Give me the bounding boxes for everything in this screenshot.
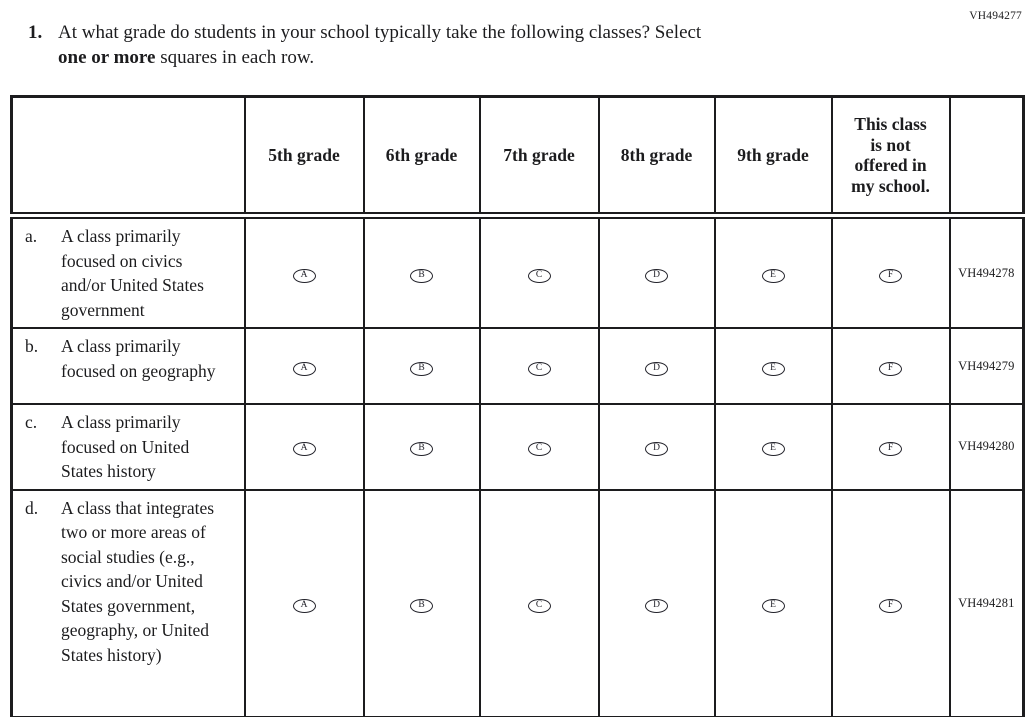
row-code-b: VH494279 <box>948 327 1025 405</box>
bubble-c-5th-grade[interactable]: A <box>292 442 316 457</box>
col-header-7th-grade: 7th grade <box>478 95 600 219</box>
cell-c-9th: E <box>713 403 833 491</box>
bubble-b-not-offered[interactable]: F <box>879 361 902 376</box>
bubble-a-5th-grade[interactable]: A <box>292 268 316 283</box>
cell-b-9th: E <box>713 327 833 405</box>
row-marker-c: c. <box>25 412 38 432</box>
question-text-line2: one or more squares in each row. <box>58 45 918 70</box>
cell-a-5th: A <box>243 214 365 329</box>
cell-b-8th: D <box>597 327 716 405</box>
cell-c-6th: B <box>362 403 481 491</box>
page-accession-code: VH494277 <box>969 10 1022 22</box>
col-header-8th-grade: 8th grade <box>597 95 716 219</box>
bubble-b-7th-grade[interactable]: C <box>527 361 551 376</box>
cell-a-9th: E <box>713 214 833 329</box>
table-row-a: a. A class primarily focused on civics a… <box>10 214 1025 329</box>
bubble-a-7th-grade[interactable]: C <box>527 268 551 283</box>
bubble-a-8th-grade[interactable]: D <box>645 268 668 283</box>
cell-d-not-offered: F <box>830 488 951 717</box>
bubble-c-7th-grade[interactable]: C <box>527 442 551 457</box>
bubble-d-9th-grade[interactable]: E <box>761 598 785 613</box>
row-marker-d: d. <box>25 497 39 518</box>
bubble-d-5th-grade[interactable]: A <box>292 598 316 613</box>
bubble-c-6th-grade[interactable]: B <box>410 442 433 457</box>
question-number: 1. <box>28 22 43 43</box>
bubble-b-8th-grade[interactable]: D <box>645 361 668 376</box>
row-code-a: VH494278 <box>948 214 1025 329</box>
bubble-d-6th-grade[interactable]: B <box>410 598 433 613</box>
col-header-not-offered: This class is not offered in my school. <box>830 95 951 219</box>
row-label-c: c. A class primarily focused on United S… <box>10 403 246 491</box>
bubble-b-9th-grade[interactable]: E <box>761 361 785 376</box>
question-bold-phrase: one or more <box>58 47 156 68</box>
bubble-c-9th-grade[interactable]: E <box>761 442 785 457</box>
row-marker-a: a. <box>25 226 38 246</box>
cell-b-5th: A <box>243 327 365 405</box>
cell-b-7th: C <box>478 327 600 405</box>
row-label-text-a: A class primarily focused on civics and/… <box>61 226 204 320</box>
cell-a-6th: B <box>362 214 481 329</box>
cell-a-8th: D <box>597 214 716 329</box>
cell-b-6th: B <box>362 327 481 405</box>
cell-d-6th: B <box>362 488 481 717</box>
bubble-c-not-offered[interactable]: F <box>879 442 902 457</box>
cell-a-7th: C <box>478 214 600 329</box>
question-block: 1. At what grade do students in your sch… <box>28 20 918 70</box>
bubble-d-not-offered[interactable]: F <box>879 598 902 613</box>
row-label-b: b. A class primarily focused on geograph… <box>10 327 246 405</box>
question-text-line1: At what grade do students in your school… <box>58 22 702 43</box>
bubble-c-8th-grade[interactable]: D <box>645 442 668 457</box>
cell-d-9th: E <box>713 488 833 717</box>
row-code-c: VH494280 <box>948 403 1025 491</box>
cell-c-not-offered: F <box>830 403 951 491</box>
bubble-d-7th-grade[interactable]: C <box>527 598 551 613</box>
answer-grid: 5th grade 6th grade 7th grade 8th grade … <box>10 95 1025 717</box>
cell-c-7th: C <box>478 403 600 491</box>
table-row-b: b. A class primarily focused on geograph… <box>10 327 1025 405</box>
table-row-c: c. A class primarily focused on United S… <box>10 403 1025 491</box>
bubble-a-not-offered[interactable]: F <box>879 268 902 283</box>
row-label-text-c: A class primarily focused on United Stat… <box>61 412 190 481</box>
cell-c-8th: D <box>597 403 716 491</box>
cell-a-not-offered: F <box>830 214 951 329</box>
bubble-d-8th-grade[interactable]: D <box>645 598 668 613</box>
bubble-b-5th-grade[interactable]: A <box>292 361 316 376</box>
row-label-d: d. A class that integrates two or more a… <box>10 488 246 717</box>
col-header-5th-grade: 5th grade <box>243 95 365 219</box>
row-code-d: VH494281 <box>948 488 1025 717</box>
col-header-6th-grade: 6th grade <box>362 95 481 219</box>
cell-d-7th: C <box>478 488 600 717</box>
table-row-d: d. A class that integrates two or more a… <box>10 488 1025 717</box>
col-header-9th-grade: 9th grade <box>713 95 833 219</box>
bubble-a-6th-grade[interactable]: B <box>410 268 433 283</box>
cell-d-8th: D <box>597 488 716 717</box>
question-text-line2-rest: squares in each row. <box>155 47 315 68</box>
row-label-text-d: A class that integrates two or more area… <box>61 497 215 665</box>
row-label-a: a. A class primarily focused on civics a… <box>10 214 246 329</box>
cell-d-5th: A <box>243 488 365 717</box>
row-marker-b: b. <box>25 336 39 356</box>
cell-b-not-offered: F <box>830 327 951 405</box>
grid-header-row: 5th grade 6th grade 7th grade 8th grade … <box>10 95 1025 219</box>
bubble-b-6th-grade[interactable]: B <box>410 361 433 376</box>
header-empty-cell <box>10 95 246 219</box>
header-code-cell <box>948 95 1025 219</box>
row-label-text-b: A class primarily focused on geography <box>61 336 216 381</box>
cell-c-5th: A <box>243 403 365 491</box>
bubble-a-9th-grade[interactable]: E <box>761 268 785 283</box>
